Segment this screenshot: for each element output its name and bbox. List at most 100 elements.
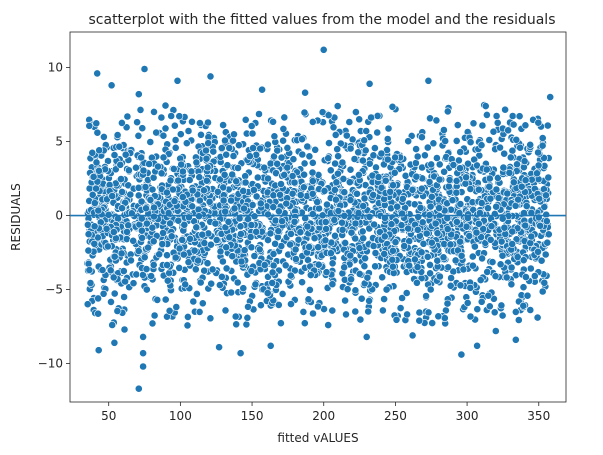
scatter-point: [150, 108, 158, 116]
scatter-point: [508, 227, 517, 236]
scatter-point: [365, 79, 374, 88]
scatter-point: [208, 265, 217, 274]
scatter-point: [118, 204, 126, 213]
scatter-point: [452, 188, 461, 197]
scatter-point: [198, 299, 207, 308]
scatter-point: [420, 151, 429, 160]
scatter-point: [184, 258, 193, 267]
scatter-point: [357, 294, 366, 303]
scatter-point: [322, 268, 331, 277]
scatter-point: [491, 272, 500, 281]
scatter-point: [435, 175, 444, 184]
scatter-point: [129, 236, 138, 245]
scatter-point: [188, 117, 196, 126]
scatter-point: [92, 119, 101, 128]
scatter-point: [294, 235, 303, 244]
scatter-point: [107, 297, 115, 306]
scatter-point: [351, 307, 360, 316]
scatter-point: [380, 295, 388, 303]
scatter-point: [544, 230, 553, 239]
scatter-point: [382, 285, 391, 294]
scatter-point: [535, 194, 544, 203]
scatter-point: [269, 191, 278, 200]
scatter-point: [440, 314, 449, 322]
scatter-point: [269, 117, 277, 126]
scatter-point: [447, 274, 455, 282]
scatter-point: [203, 163, 212, 172]
scatter-point: [142, 285, 151, 294]
scatter-point: [136, 106, 145, 114]
scatter-point: [426, 269, 434, 278]
scatter-point: [176, 130, 185, 139]
scatter-point: [132, 163, 140, 172]
scatter-point: [397, 221, 406, 230]
scatter-point: [92, 184, 100, 193]
scatter-point: [361, 146, 370, 155]
scatter-point: [274, 207, 283, 216]
scatter-point: [182, 139, 191, 148]
scatter-point: [122, 235, 131, 243]
scatter-point: [300, 170, 308, 179]
scatter-point: [246, 233, 255, 241]
scatter-point: [120, 293, 128, 301]
scatter-point: [236, 349, 245, 358]
scatter-point: [329, 123, 338, 132]
scatter-point: [322, 224, 330, 233]
scatter-point: [139, 166, 148, 175]
scatter-point: [123, 112, 132, 121]
scatter-point: [418, 218, 427, 227]
scatter-point: [359, 202, 368, 210]
scatter-point: [183, 312, 192, 321]
scatter-point: [481, 102, 490, 110]
scatter-point: [166, 176, 175, 185]
scatter-point: [252, 227, 261, 236]
scatter-point: [387, 220, 396, 229]
y-tick-label: 0: [55, 209, 63, 223]
scatter-point: [377, 149, 386, 158]
scatter-point: [95, 166, 103, 175]
scatter-point: [134, 131, 143, 140]
scatter-point: [137, 197, 146, 206]
scatter-point: [194, 256, 202, 265]
scatter-point: [355, 244, 364, 252]
scatter-point: [278, 217, 286, 226]
scatter-point: [449, 160, 458, 169]
scatter-point: [98, 266, 107, 274]
scatter-point: [251, 280, 260, 289]
scatter-point: [355, 115, 364, 124]
scatter-point: [435, 272, 444, 281]
scatter-point: [414, 212, 423, 221]
scatter-point: [266, 229, 275, 238]
scatter-point: [544, 173, 553, 182]
scatter-point: [443, 299, 452, 308]
scatter-point: [380, 232, 389, 241]
scatter-point: [313, 198, 322, 206]
scatter-point: [434, 312, 443, 321]
scatter-point: [538, 287, 547, 296]
scatter-point: [338, 158, 347, 167]
scatter-point: [288, 189, 297, 198]
scatter-point: [311, 145, 320, 154]
scatter-point: [453, 246, 462, 255]
scatter-point: [305, 285, 314, 294]
scatter-point: [476, 276, 485, 284]
scatter-point: [324, 111, 333, 120]
scatter-point: [353, 189, 361, 198]
scatter-point: [426, 114, 434, 123]
scatter-point: [509, 178, 518, 187]
scatter-point: [225, 233, 234, 242]
scatter-point: [108, 321, 117, 329]
scatter-point: [521, 176, 530, 185]
scatter-point: [215, 281, 224, 289]
scatter-point: [426, 202, 435, 211]
scatter-point: [377, 183, 386, 192]
scatter-point: [203, 259, 212, 268]
scatter-point: [264, 236, 272, 244]
scatter-point: [435, 160, 444, 169]
scatter-point: [441, 137, 450, 145]
scatter-point: [419, 239, 428, 248]
scatter-point: [513, 160, 521, 169]
scatter-point: [415, 316, 424, 325]
scatter-point: [429, 139, 438, 148]
scatter-point: [86, 279, 95, 287]
